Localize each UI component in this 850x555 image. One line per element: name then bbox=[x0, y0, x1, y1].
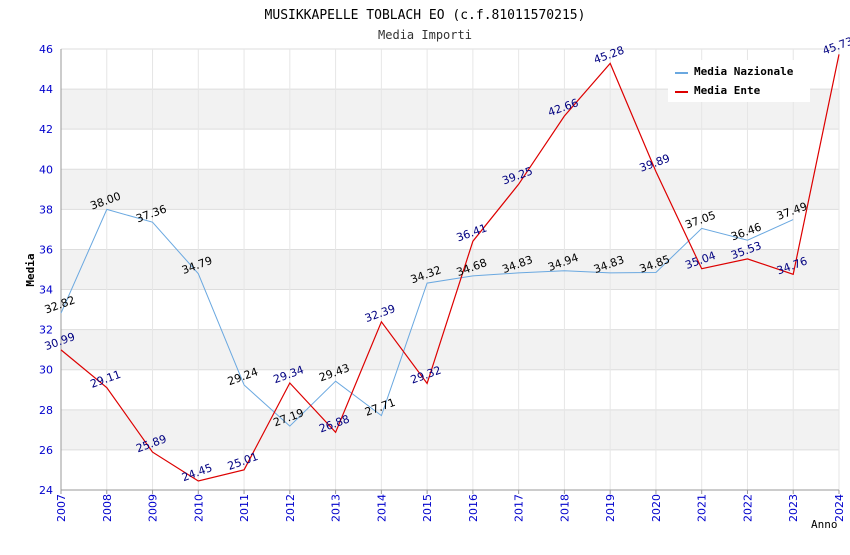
x-axis-label: Anno bbox=[811, 518, 838, 531]
grid-bands bbox=[61, 89, 839, 450]
x-tick-labels: 2007 2008 2009 2010 2011 2012 2013 2014 2015 2016… bbox=[55, 494, 846, 522]
grid-band bbox=[61, 409, 839, 450]
x-tick-label: 2024 bbox=[833, 494, 846, 522]
y-tick-label: 24 bbox=[39, 484, 53, 497]
x-tick-label: 2008 bbox=[101, 494, 114, 522]
y-tick-label: 46 bbox=[39, 43, 53, 56]
y-tick-label: 36 bbox=[39, 243, 53, 256]
x-tick-label: 2019 bbox=[604, 494, 617, 522]
y-tick-label: 38 bbox=[39, 203, 53, 216]
series-lines bbox=[60, 54, 840, 482]
y-tick-labels: 24 26 28 30 32 34 36 38 40 42 44 46 bbox=[39, 43, 53, 497]
x-tick-label: 2014 bbox=[375, 494, 388, 522]
y-tick-label: 30 bbox=[39, 364, 53, 377]
x-tick-label: 2023 bbox=[787, 494, 800, 522]
chart-subtitle: Media Importi bbox=[378, 28, 472, 42]
y-axis-label: Media bbox=[24, 253, 37, 286]
series-line-media-ente bbox=[60, 54, 840, 482]
axes bbox=[60, 49, 840, 494]
data-label-media-ente: 45.73 bbox=[821, 35, 850, 58]
data-label-media-ente: 36.41 bbox=[455, 221, 489, 244]
data-label-media-ente: 45.28 bbox=[592, 44, 626, 67]
x-tick-label: 2013 bbox=[330, 494, 343, 522]
grid-band bbox=[61, 329, 839, 370]
series-line-media-nazionale bbox=[60, 208, 794, 427]
legend-label-media-nazionale: Media Nazionale bbox=[694, 65, 794, 78]
x-tick-label: 2016 bbox=[467, 494, 480, 522]
x-tick-label: 2010 bbox=[192, 494, 205, 522]
legend-label-media-ente: Media Ente bbox=[694, 84, 761, 97]
x-tick-label: 2018 bbox=[558, 494, 571, 522]
y-tick-label: 44 bbox=[39, 83, 53, 96]
y-tick-label: 32 bbox=[39, 324, 53, 337]
y-tick-label: 42 bbox=[39, 123, 53, 136]
data-label-media-ente: 32.39 bbox=[363, 302, 397, 325]
y-tick-label: 26 bbox=[39, 444, 53, 457]
x-tick-label: 2007 bbox=[55, 494, 68, 522]
data-label-media-nazionale: 37.05 bbox=[683, 209, 717, 232]
x-tick-label: 2009 bbox=[147, 494, 160, 522]
x-tick-label: 2017 bbox=[513, 494, 526, 522]
x-tick-label: 2012 bbox=[284, 494, 297, 522]
x-tick-label: 2015 bbox=[421, 494, 434, 522]
data-label-media-nazionale: 32.82 bbox=[43, 293, 77, 316]
grid-band bbox=[61, 249, 839, 290]
y-tick-label: 28 bbox=[39, 404, 53, 417]
grid-band bbox=[61, 169, 839, 210]
x-tick-label: 2020 bbox=[650, 494, 663, 522]
y-tick-label: 34 bbox=[39, 284, 53, 297]
legend-background bbox=[668, 60, 810, 102]
chart-title: MUSIKKAPELLE TOBLACH EO (c.f.81011570215… bbox=[265, 8, 586, 23]
x-tick-label: 2011 bbox=[238, 494, 251, 522]
x-tick-label: 2021 bbox=[696, 494, 709, 522]
x-tick-label: 2022 bbox=[741, 494, 754, 522]
y-tick-label: 40 bbox=[39, 163, 53, 176]
legend: Media Nazionale Media Ente bbox=[668, 60, 810, 102]
